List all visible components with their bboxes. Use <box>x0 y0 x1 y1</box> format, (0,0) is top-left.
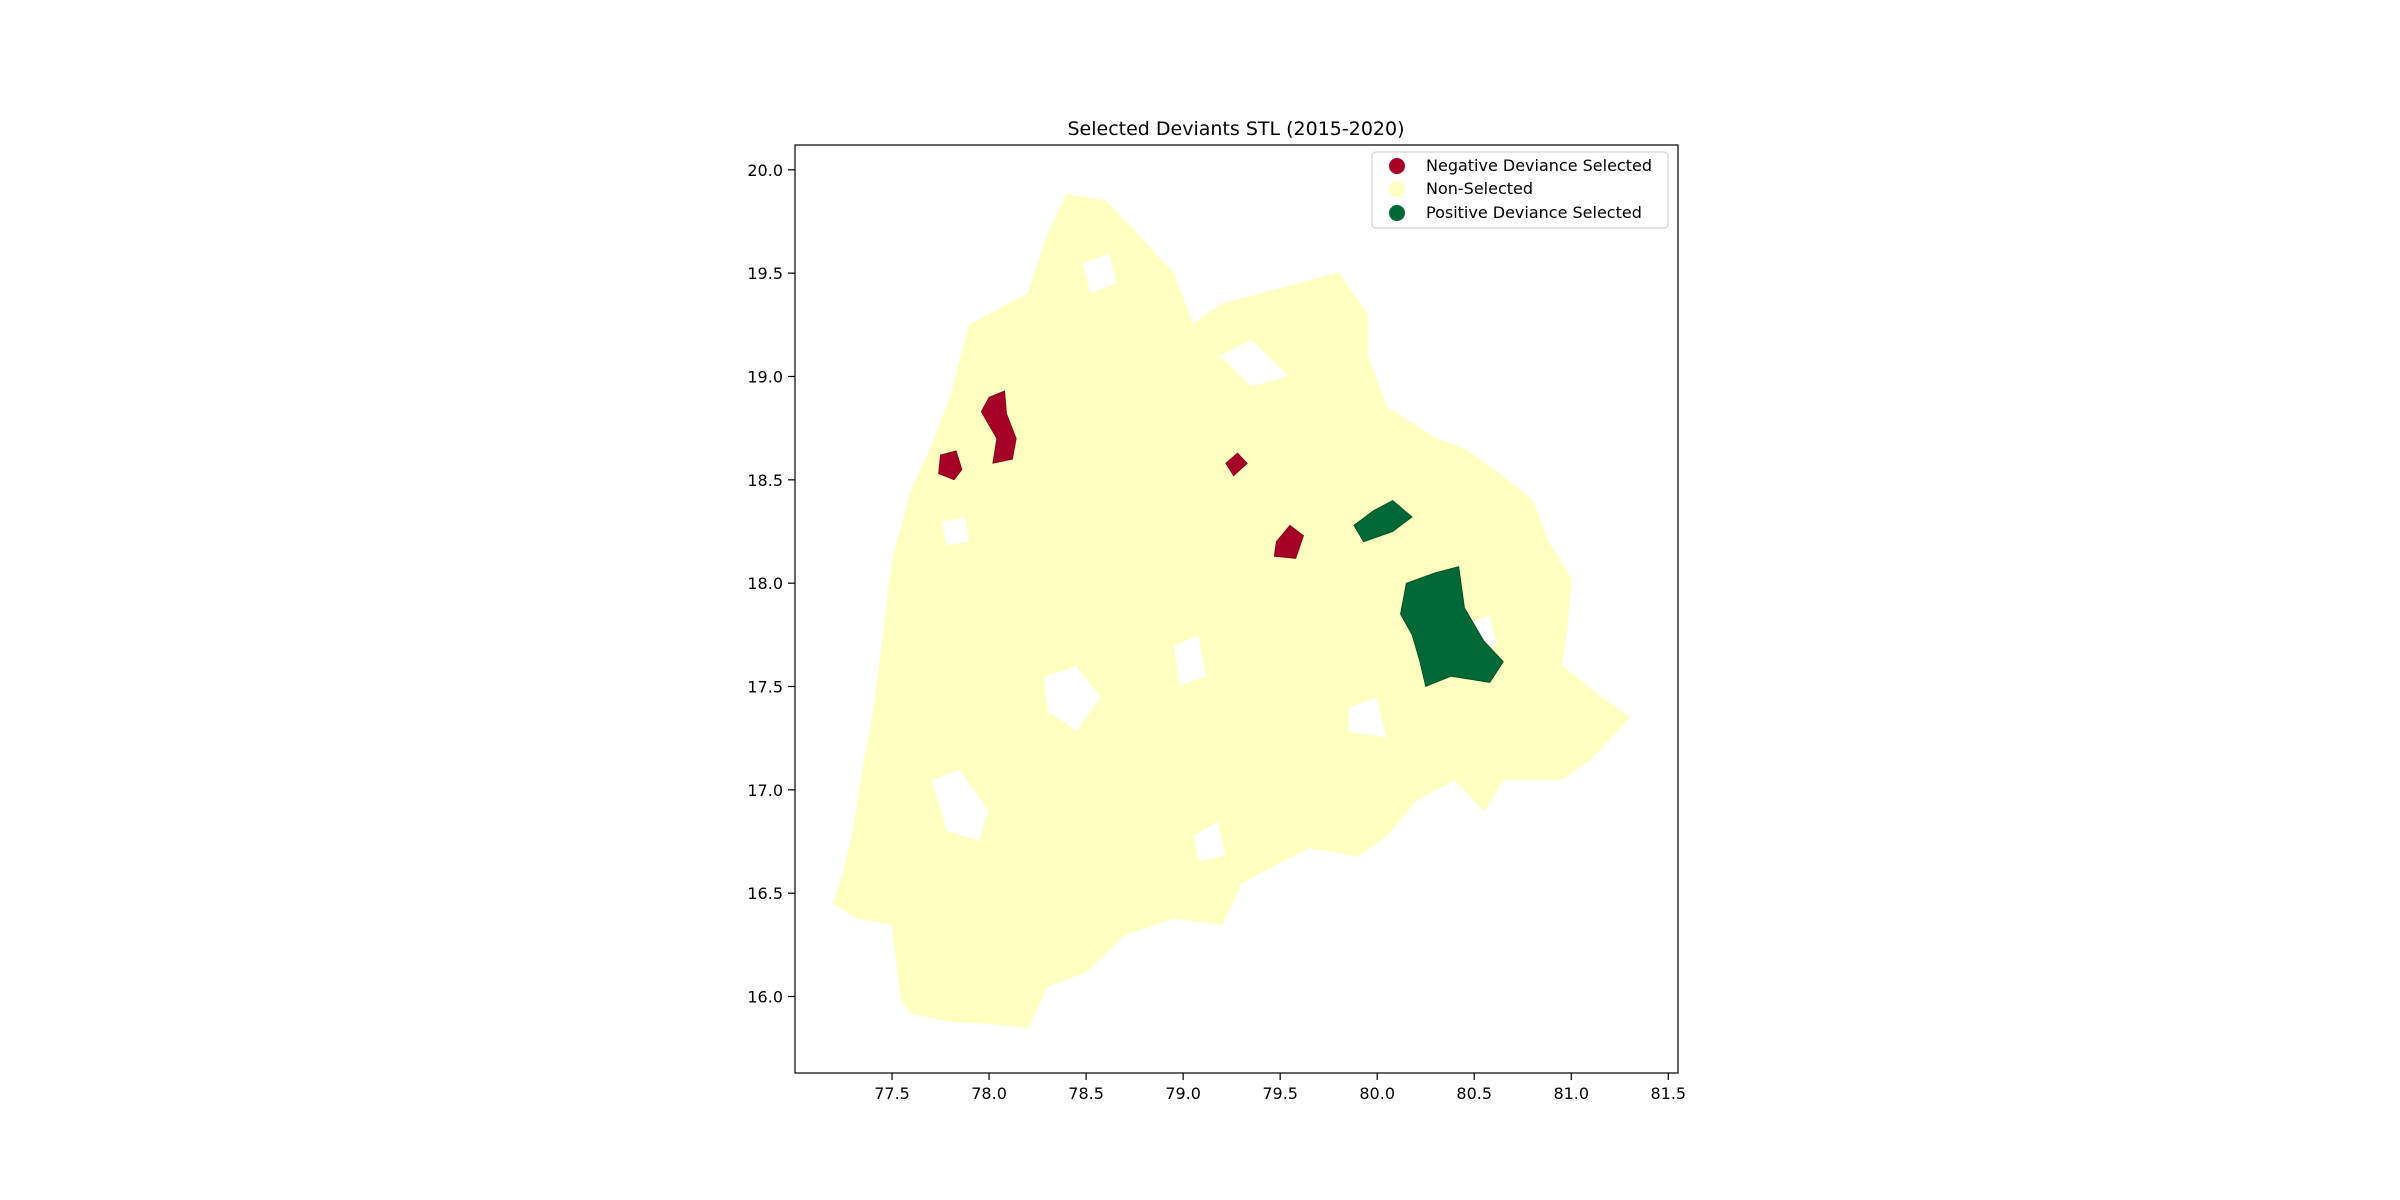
legend-label-non-selected: Non-Selected <box>1426 179 1533 198</box>
y-tick-label: 16.0 <box>747 988 783 1007</box>
x-tick-label: 78.5 <box>1068 1084 1104 1103</box>
legend-box <box>1371 151 1669 229</box>
legend: Negative Deviance Selected Non-Selected … <box>1371 151 1669 229</box>
y-axis: 16.0 16.5 17.0 17.5 18.0 18.5 19.0 19.5 20.0 <box>747 161 795 1007</box>
x-tick-label: 81.5 <box>1650 1084 1686 1103</box>
x-tick-label: 77.5 <box>874 1084 910 1103</box>
region-negative-deviance-3 <box>1225 452 1248 477</box>
x-axis: 77.5 78.0 78.5 79.0 79.5 80.0 80.5 81.0 81.5 <box>874 1073 1686 1103</box>
y-tick-label: 19.0 <box>747 367 783 386</box>
region-positive-deviance-1 <box>1353 500 1413 543</box>
region-negative-deviance-1 <box>980 390 1017 464</box>
plot-frame <box>794 144 1679 1074</box>
region-negative-deviance-2 <box>938 450 963 481</box>
region-negative-deviance-4 <box>1273 524 1304 559</box>
y-tick-label: 18.5 <box>747 471 783 490</box>
x-tick-label: 79.0 <box>1165 1084 1201 1103</box>
region-positive-deviance-2 <box>1400 566 1504 688</box>
legend-label-negative: Negative Deviance Selected <box>1426 156 1652 175</box>
map-title: Selected Deviants STL (2015-2020) <box>1068 118 1405 140</box>
legend-marker-non-selected <box>1389 181 1405 197</box>
y-tick-label: 20.0 <box>747 161 783 180</box>
map-plot-area <box>794 144 1679 1074</box>
y-tick-label: 17.0 <box>747 781 783 800</box>
y-tick-label: 16.5 <box>747 884 783 903</box>
legend-marker-negative <box>1389 158 1405 174</box>
x-tick-label: 81.0 <box>1553 1084 1589 1103</box>
regions-layer <box>833 194 1631 1029</box>
y-tick-label: 17.5 <box>747 678 783 697</box>
x-tick-label: 79.5 <box>1262 1084 1298 1103</box>
x-tick-label: 78.0 <box>971 1084 1007 1103</box>
region-non-selected <box>833 194 1631 1029</box>
x-tick-label: 80.5 <box>1456 1084 1492 1103</box>
legend-label-positive: Positive Deviance Selected <box>1426 203 1642 222</box>
y-tick-label: 18.0 <box>747 574 783 593</box>
x-tick-label: 80.0 <box>1359 1084 1395 1103</box>
y-tick-label: 19.5 <box>747 264 783 283</box>
legend-marker-positive <box>1389 205 1405 221</box>
